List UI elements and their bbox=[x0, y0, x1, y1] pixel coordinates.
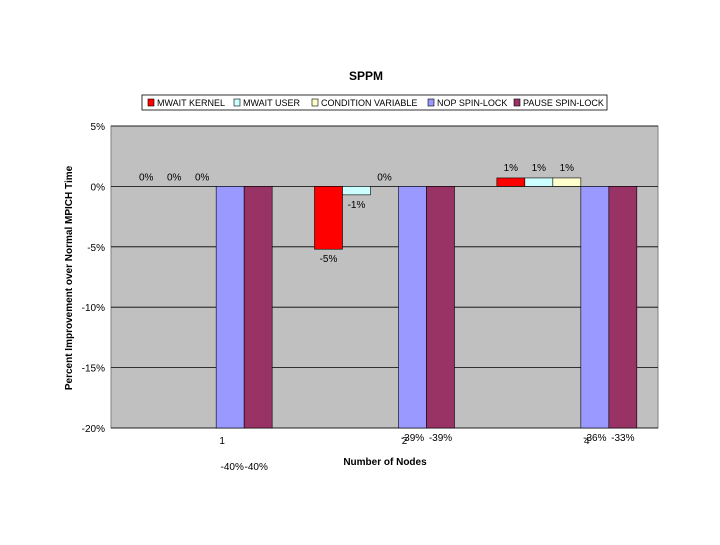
legend-label: MWAIT KERNEL bbox=[157, 98, 225, 108]
legend-swatch bbox=[427, 98, 435, 107]
bar bbox=[426, 186, 455, 429]
data-label: -40% bbox=[244, 462, 267, 473]
data-label: 0% bbox=[377, 172, 392, 183]
plot-area: 5% 0% -5% -10% -15% -20% 0% 0% 0% -40% -40% 1 -5% -1%… bbox=[82, 122, 659, 473]
data-label: -36% bbox=[583, 433, 606, 444]
x-tick-label: 2 bbox=[402, 436, 408, 447]
bar bbox=[608, 186, 638, 429]
legend-box bbox=[141, 94, 608, 111]
data-label: 1% bbox=[560, 163, 575, 174]
y-tick-label: 0% bbox=[91, 182, 106, 193]
plot-background bbox=[110, 125, 659, 429]
bar bbox=[398, 186, 427, 429]
bar bbox=[215, 186, 245, 429]
bar bbox=[243, 186, 273, 429]
y-tick-label: -20% bbox=[82, 424, 105, 435]
x-tick-label: 1 bbox=[219, 436, 225, 447]
legend-label: MWAIT USER bbox=[243, 98, 301, 108]
y-tick-label: -5% bbox=[87, 243, 105, 254]
bar bbox=[524, 177, 554, 187]
bar bbox=[342, 186, 371, 196]
data-label: -39% bbox=[429, 433, 452, 444]
legend: MWAIT KERNEL MWAIT USER CONDITION VARIABLE… bbox=[141, 94, 608, 111]
y-tick-label: 5% bbox=[91, 122, 106, 133]
data-label: 0% bbox=[195, 172, 210, 183]
bar bbox=[496, 177, 526, 187]
legend-label: NOP SPIN-LOCK bbox=[437, 98, 507, 108]
bar bbox=[314, 186, 343, 250]
legend-label: CONDITION VARIABLE bbox=[321, 98, 417, 108]
data-label: 0% bbox=[139, 172, 154, 183]
data-label: -5% bbox=[320, 254, 338, 265]
data-label: -33% bbox=[611, 433, 634, 444]
data-label: 1% bbox=[504, 163, 519, 174]
legend-label: PAUSE SPIN-LOCK bbox=[523, 98, 604, 108]
legend-swatch bbox=[147, 98, 155, 107]
x-axis-label: Number of Nodes bbox=[343, 457, 427, 468]
chart-title: SPPM bbox=[349, 69, 383, 83]
data-label: 0% bbox=[167, 172, 182, 183]
bar bbox=[552, 177, 582, 187]
y-tick-label: -15% bbox=[82, 364, 105, 375]
data-label: -39% bbox=[401, 433, 424, 444]
data-label: -1% bbox=[348, 200, 366, 211]
y-axis-label: Percent Improvement over Normal MPICH Ti… bbox=[64, 165, 75, 390]
legend-swatch bbox=[233, 98, 241, 107]
data-label: 1% bbox=[532, 163, 547, 174]
data-label: -40% bbox=[220, 462, 243, 473]
x-tick-label: 4 bbox=[584, 436, 590, 447]
bar bbox=[580, 186, 610, 429]
legend-swatch bbox=[513, 98, 521, 107]
legend-swatch bbox=[311, 98, 319, 107]
y-tick-label: -10% bbox=[82, 303, 105, 314]
